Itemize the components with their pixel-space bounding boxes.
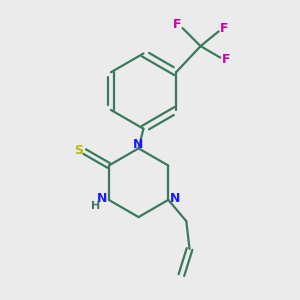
Text: H: H [91,201,100,212]
Text: F: F [220,22,229,34]
Text: F: F [172,18,181,31]
Text: S: S [74,144,83,157]
Text: N: N [97,192,107,206]
Text: N: N [170,192,180,206]
Text: N: N [134,138,144,151]
Text: F: F [222,53,230,66]
